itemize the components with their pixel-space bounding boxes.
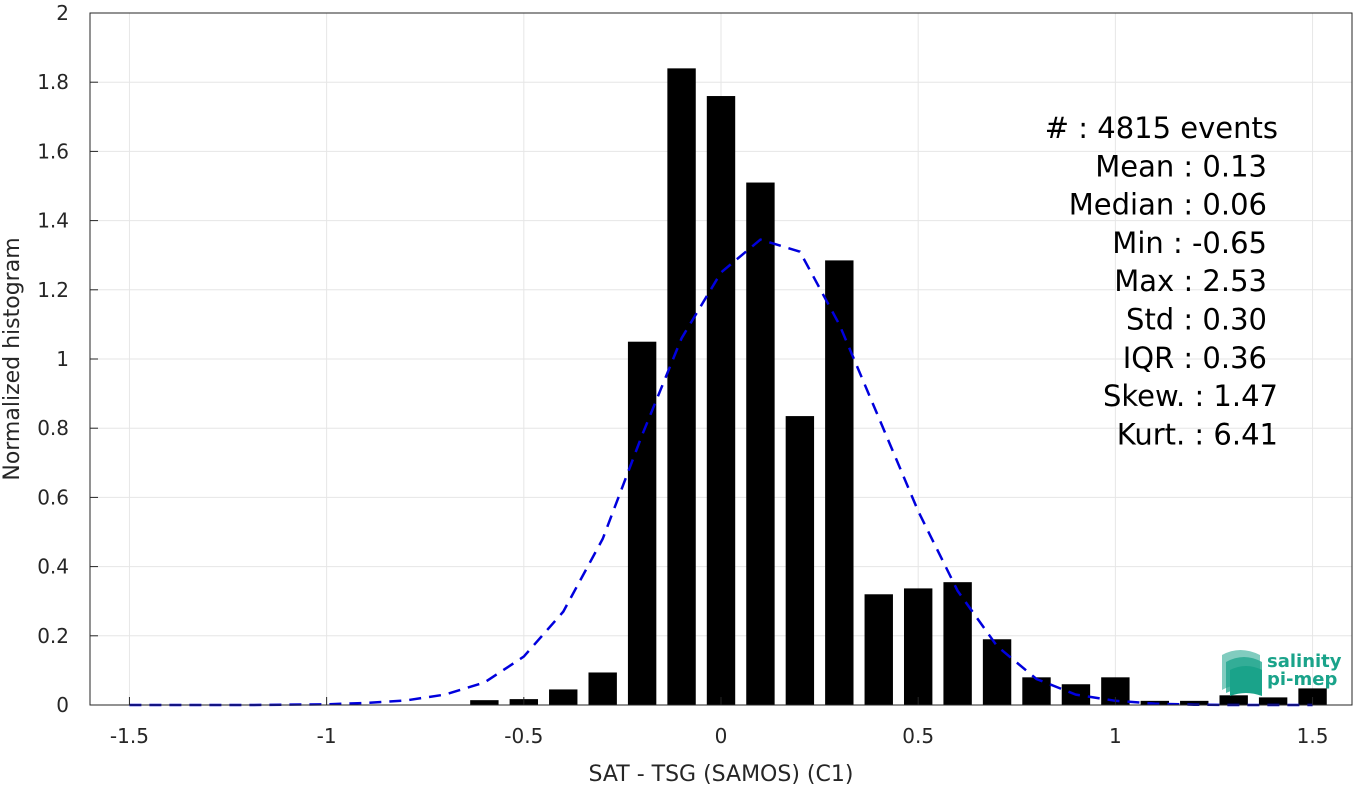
stat-line: # : 4815 events	[1045, 111, 1278, 145]
y-tick-label: 1	[56, 347, 69, 371]
x-tick-label: 1.5	[1297, 724, 1329, 748]
x-tick-label: 1	[1109, 724, 1122, 748]
histogram-bar	[825, 260, 854, 705]
salinity-pi-mep-logo: salinity pi-mep	[1222, 650, 1342, 696]
logo-text-salinity: salinity	[1267, 651, 1342, 672]
x-tick-label: -0.5	[504, 724, 543, 748]
y-axis: 0 0.2 0.4 0.6 0.8 1 1.2 1.4 1.6 1.8 2	[37, 1, 98, 717]
y-tick-label: 0.2	[37, 624, 69, 648]
histogram-bar	[667, 68, 696, 706]
y-axis-label: Normalized histogram	[0, 237, 25, 480]
histogram-bar	[903, 588, 933, 705]
logo-mark-icon	[1222, 650, 1262, 696]
x-axis-label: SAT - TSG (SAMOS) (C1)	[589, 762, 854, 785]
stat-line: Mean : 0.13	[1095, 149, 1267, 183]
stat-line: Min : -0.65	[1112, 226, 1267, 260]
histogram-bar	[785, 416, 815, 705]
y-tick-label: 0.4	[37, 555, 69, 579]
histogram-bar	[627, 341, 657, 705]
y-tick-label: 0.6	[37, 485, 69, 509]
logo-text-pi-mep: pi-mep	[1267, 669, 1337, 690]
histogram-bar	[1180, 700, 1209, 705]
histogram-bar	[1219, 695, 1248, 705]
histogram-bar	[943, 582, 972, 705]
histogram-bar	[746, 182, 775, 706]
histogram-bar	[982, 639, 1012, 705]
x-tick-label: 0	[715, 724, 728, 748]
histogram-bar	[864, 594, 893, 705]
stat-line: Median : 0.06	[1069, 188, 1267, 222]
y-tick-label: 0.8	[37, 416, 69, 440]
stat-line: Max : 2.53	[1114, 264, 1267, 298]
stat-line: Std : 0.30	[1126, 303, 1267, 337]
stat-line: Skew. : 1.47	[1103, 379, 1278, 413]
histogram-bar	[1258, 697, 1288, 705]
stats-box: # : 4815 events Mean : 0.13 Median : 0.06 M…	[1045, 111, 1278, 451]
y-tick-label: 1.6	[37, 139, 69, 163]
stat-line: IQR : 0.36	[1123, 341, 1267, 375]
histogram-bar	[588, 672, 617, 705]
x-tick-label: 0.5	[902, 724, 934, 748]
x-tick-label: -1.5	[110, 724, 149, 748]
x-axis: -1.5 -1 -0.5 0 0.5 1 1.5	[110, 697, 1329, 748]
x-tick-label: -1	[317, 724, 337, 748]
y-tick-label: 2	[56, 1, 69, 25]
bars-group	[470, 68, 1327, 706]
stat-line: Kurt. : 6.41	[1117, 417, 1278, 451]
histogram-bar	[470, 700, 499, 705]
histogram-bar	[1022, 677, 1051, 705]
y-tick-label: 1.8	[37, 70, 69, 94]
histogram-bar	[549, 689, 578, 705]
y-tick-label: 1.4	[37, 209, 69, 233]
histogram-bar	[706, 96, 736, 706]
histogram-bar	[1298, 688, 1327, 705]
y-tick-label: 0	[56, 693, 69, 717]
y-tick-label: 1.2	[37, 278, 69, 302]
